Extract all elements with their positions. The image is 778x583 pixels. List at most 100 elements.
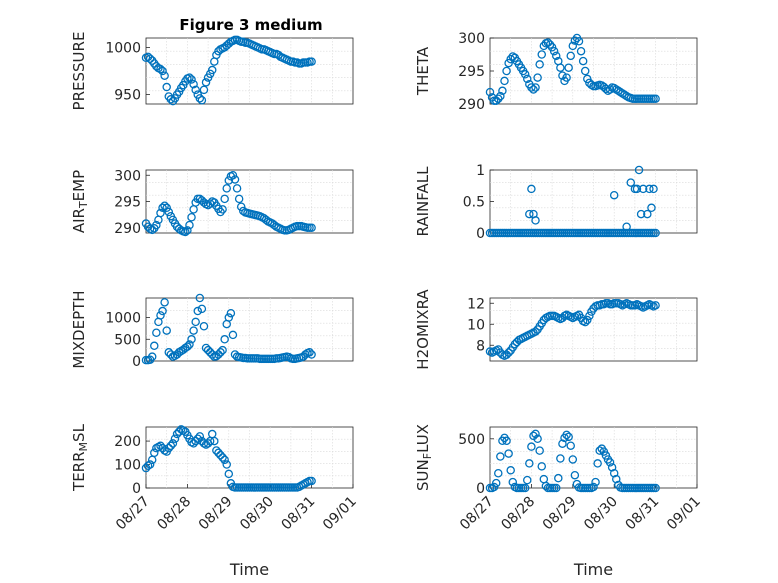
terr-msl-xtick-label: 08/27 xyxy=(113,494,153,534)
theta-ylabel: THETA xyxy=(414,46,432,96)
terr-msl-point xyxy=(164,443,174,453)
air-temp-point xyxy=(236,202,246,211)
air-temp-point xyxy=(147,225,157,235)
mixdepth-point xyxy=(301,350,310,359)
theta-ytick-label: 295 xyxy=(458,64,485,80)
air-temp-ylabel: AIRTEMP xyxy=(70,170,90,233)
mixdepth-point xyxy=(158,306,167,316)
subplot-sun-flux: 0 500 08/27 08/28 08/29 08/30 08/31 09/01 SUNFLU… xyxy=(414,424,704,579)
sun-flux-point xyxy=(562,430,571,440)
sun-flux-point xyxy=(491,478,501,488)
sun-flux-point xyxy=(506,466,515,475)
rainfall-ylabel: RAINFALL xyxy=(414,166,432,237)
h2omixra-point xyxy=(531,327,540,336)
air-temp-point xyxy=(234,194,244,204)
theta-ytick-label: 290 xyxy=(458,97,485,113)
mixdepth-point xyxy=(185,340,194,349)
pressure-point xyxy=(187,75,196,84)
terr-msl-ytick-label: 0 xyxy=(132,481,141,497)
figure-title: Figure 3 medium xyxy=(179,16,322,34)
theta-point xyxy=(564,63,573,72)
mixdepth-point xyxy=(174,348,184,357)
rainfall-point xyxy=(525,209,534,219)
rainfall-point xyxy=(609,190,619,200)
terr-msl-point xyxy=(193,434,202,443)
sun-flux-xtick-label: 08/31 xyxy=(623,494,663,534)
terr-msl-point xyxy=(195,432,205,441)
mixdepth-point xyxy=(162,326,171,335)
mixdepth-ylabel: MIXDEPTH xyxy=(70,290,88,368)
pressure-point xyxy=(145,54,155,63)
pressure-point xyxy=(207,65,217,75)
theta-point xyxy=(520,70,530,79)
h2omixra-ytick-label: 12 xyxy=(467,296,485,312)
mixdepth-point xyxy=(160,298,169,307)
air-temp-point xyxy=(218,205,227,214)
sun-flux-point xyxy=(502,436,511,446)
sun-flux-point xyxy=(591,477,600,487)
sun-flux-point xyxy=(551,483,561,493)
air-temp-point xyxy=(222,184,231,193)
mixdepth-point xyxy=(197,304,207,314)
terr-msl-xtick-label: 08/29 xyxy=(196,494,236,534)
theta-point xyxy=(568,41,578,51)
theta-point xyxy=(535,60,544,69)
theta-point xyxy=(574,37,584,46)
mixdepth-point xyxy=(193,306,202,316)
rainfall-point xyxy=(649,184,658,194)
sun-flux-point xyxy=(589,482,598,492)
pressure-ytick-label: 1000 xyxy=(105,40,141,56)
theta-point xyxy=(508,52,518,61)
air-temp-point xyxy=(187,212,196,222)
terr-msl-point xyxy=(172,429,182,439)
rainfall-ytick-label: 0 xyxy=(476,226,485,242)
sun-flux-point xyxy=(520,483,530,493)
sun-flux-xtick-label: 09/01 xyxy=(664,494,704,534)
terr-msl-point xyxy=(210,436,219,446)
terr-msl-ytick-label: 100 xyxy=(114,458,141,474)
sun-flux-point xyxy=(564,432,573,442)
terr-msl-point xyxy=(191,436,200,446)
terr-msl-point xyxy=(150,448,159,458)
mixdepth-point xyxy=(152,328,161,338)
theta-point xyxy=(558,71,567,80)
terr-msl-point xyxy=(212,446,221,455)
air-temp-point xyxy=(181,227,190,237)
pressure-point xyxy=(199,85,209,95)
theta-point xyxy=(580,66,590,76)
mixdepth-point xyxy=(150,341,159,351)
theta-point xyxy=(529,85,538,94)
sun-flux-point xyxy=(535,446,544,455)
rainfall-point xyxy=(622,222,631,231)
air-temp-point xyxy=(228,170,238,180)
air-temp-point xyxy=(183,226,192,235)
sun-flux-ylabel: SUNFLUX xyxy=(414,424,434,491)
pressure-ylabel: PRESSURE xyxy=(70,32,88,111)
theta-point xyxy=(531,83,540,92)
terr-msl-point xyxy=(216,450,225,460)
sun-flux-point xyxy=(531,429,540,439)
pressure-point xyxy=(307,57,316,66)
air-temp-ytick-label: 300 xyxy=(114,168,141,184)
rainfall-point xyxy=(632,184,642,194)
rainfall-point xyxy=(645,184,654,194)
rainfall-point xyxy=(527,184,536,194)
air-temp-point xyxy=(156,208,165,218)
air-temp-point xyxy=(152,220,161,230)
theta-point xyxy=(500,76,509,86)
air-temp-point xyxy=(261,215,271,225)
mixdepth-ytick-label: 1000 xyxy=(105,311,141,327)
rainfall-point xyxy=(647,203,656,213)
mixdepth-point xyxy=(224,313,234,322)
air-temp-point xyxy=(185,220,194,230)
terr-msl-xtick-label: 08/31 xyxy=(279,494,319,534)
theta-point xyxy=(578,56,588,66)
pressure-point xyxy=(189,79,198,89)
sun-flux-point xyxy=(558,439,567,448)
theta-point xyxy=(543,38,553,47)
subplot-h2omixra: 8 10 12 H2OMIXRA xyxy=(414,289,698,370)
theta-point xyxy=(545,40,555,49)
terr-msl-point xyxy=(168,439,178,448)
air-temp-point xyxy=(307,223,316,232)
theta-ytick-label: 300 xyxy=(458,31,485,47)
